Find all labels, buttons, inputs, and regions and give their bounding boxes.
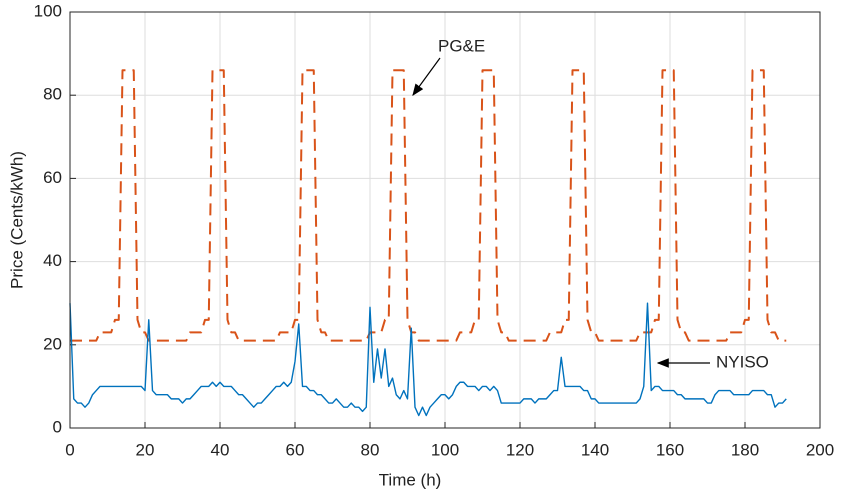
x-tick-label: 140 [581, 440, 609, 459]
x-tick-label: 0 [65, 440, 74, 459]
series-line [69, 302, 787, 417]
x-tick-label: 200 [806, 440, 834, 459]
plot-frame [69, 11, 821, 429]
plot-lines [69, 69, 787, 417]
y-axis-label: Price (Cents/kWh) [7, 151, 26, 289]
x-tick-label: 180 [731, 440, 759, 459]
y-tick-label: 20 [43, 334, 62, 353]
x-tick-label: 80 [361, 440, 380, 459]
x-axis-label: Time (h) [379, 470, 442, 489]
y-tick-label: 60 [43, 168, 62, 187]
x-tick-label: 40 [211, 440, 230, 459]
x-tick-label: 120 [506, 440, 534, 459]
x-tick-label: 60 [286, 440, 305, 459]
y-tick-label: 80 [43, 85, 62, 104]
x-tick-label: 160 [656, 440, 684, 459]
series-annotation: NYISO [716, 352, 769, 371]
series-annotation: PG&E [438, 36, 485, 55]
x-tick-label: 100 [431, 440, 459, 459]
y-tick-label: 0 [53, 417, 62, 436]
annotation-arrow [412, 57, 441, 96]
y-tick-label: 40 [43, 251, 62, 270]
series-line [70, 69, 787, 342]
x-tick-label: 20 [136, 440, 155, 459]
y-tick-label: 100 [34, 1, 62, 20]
